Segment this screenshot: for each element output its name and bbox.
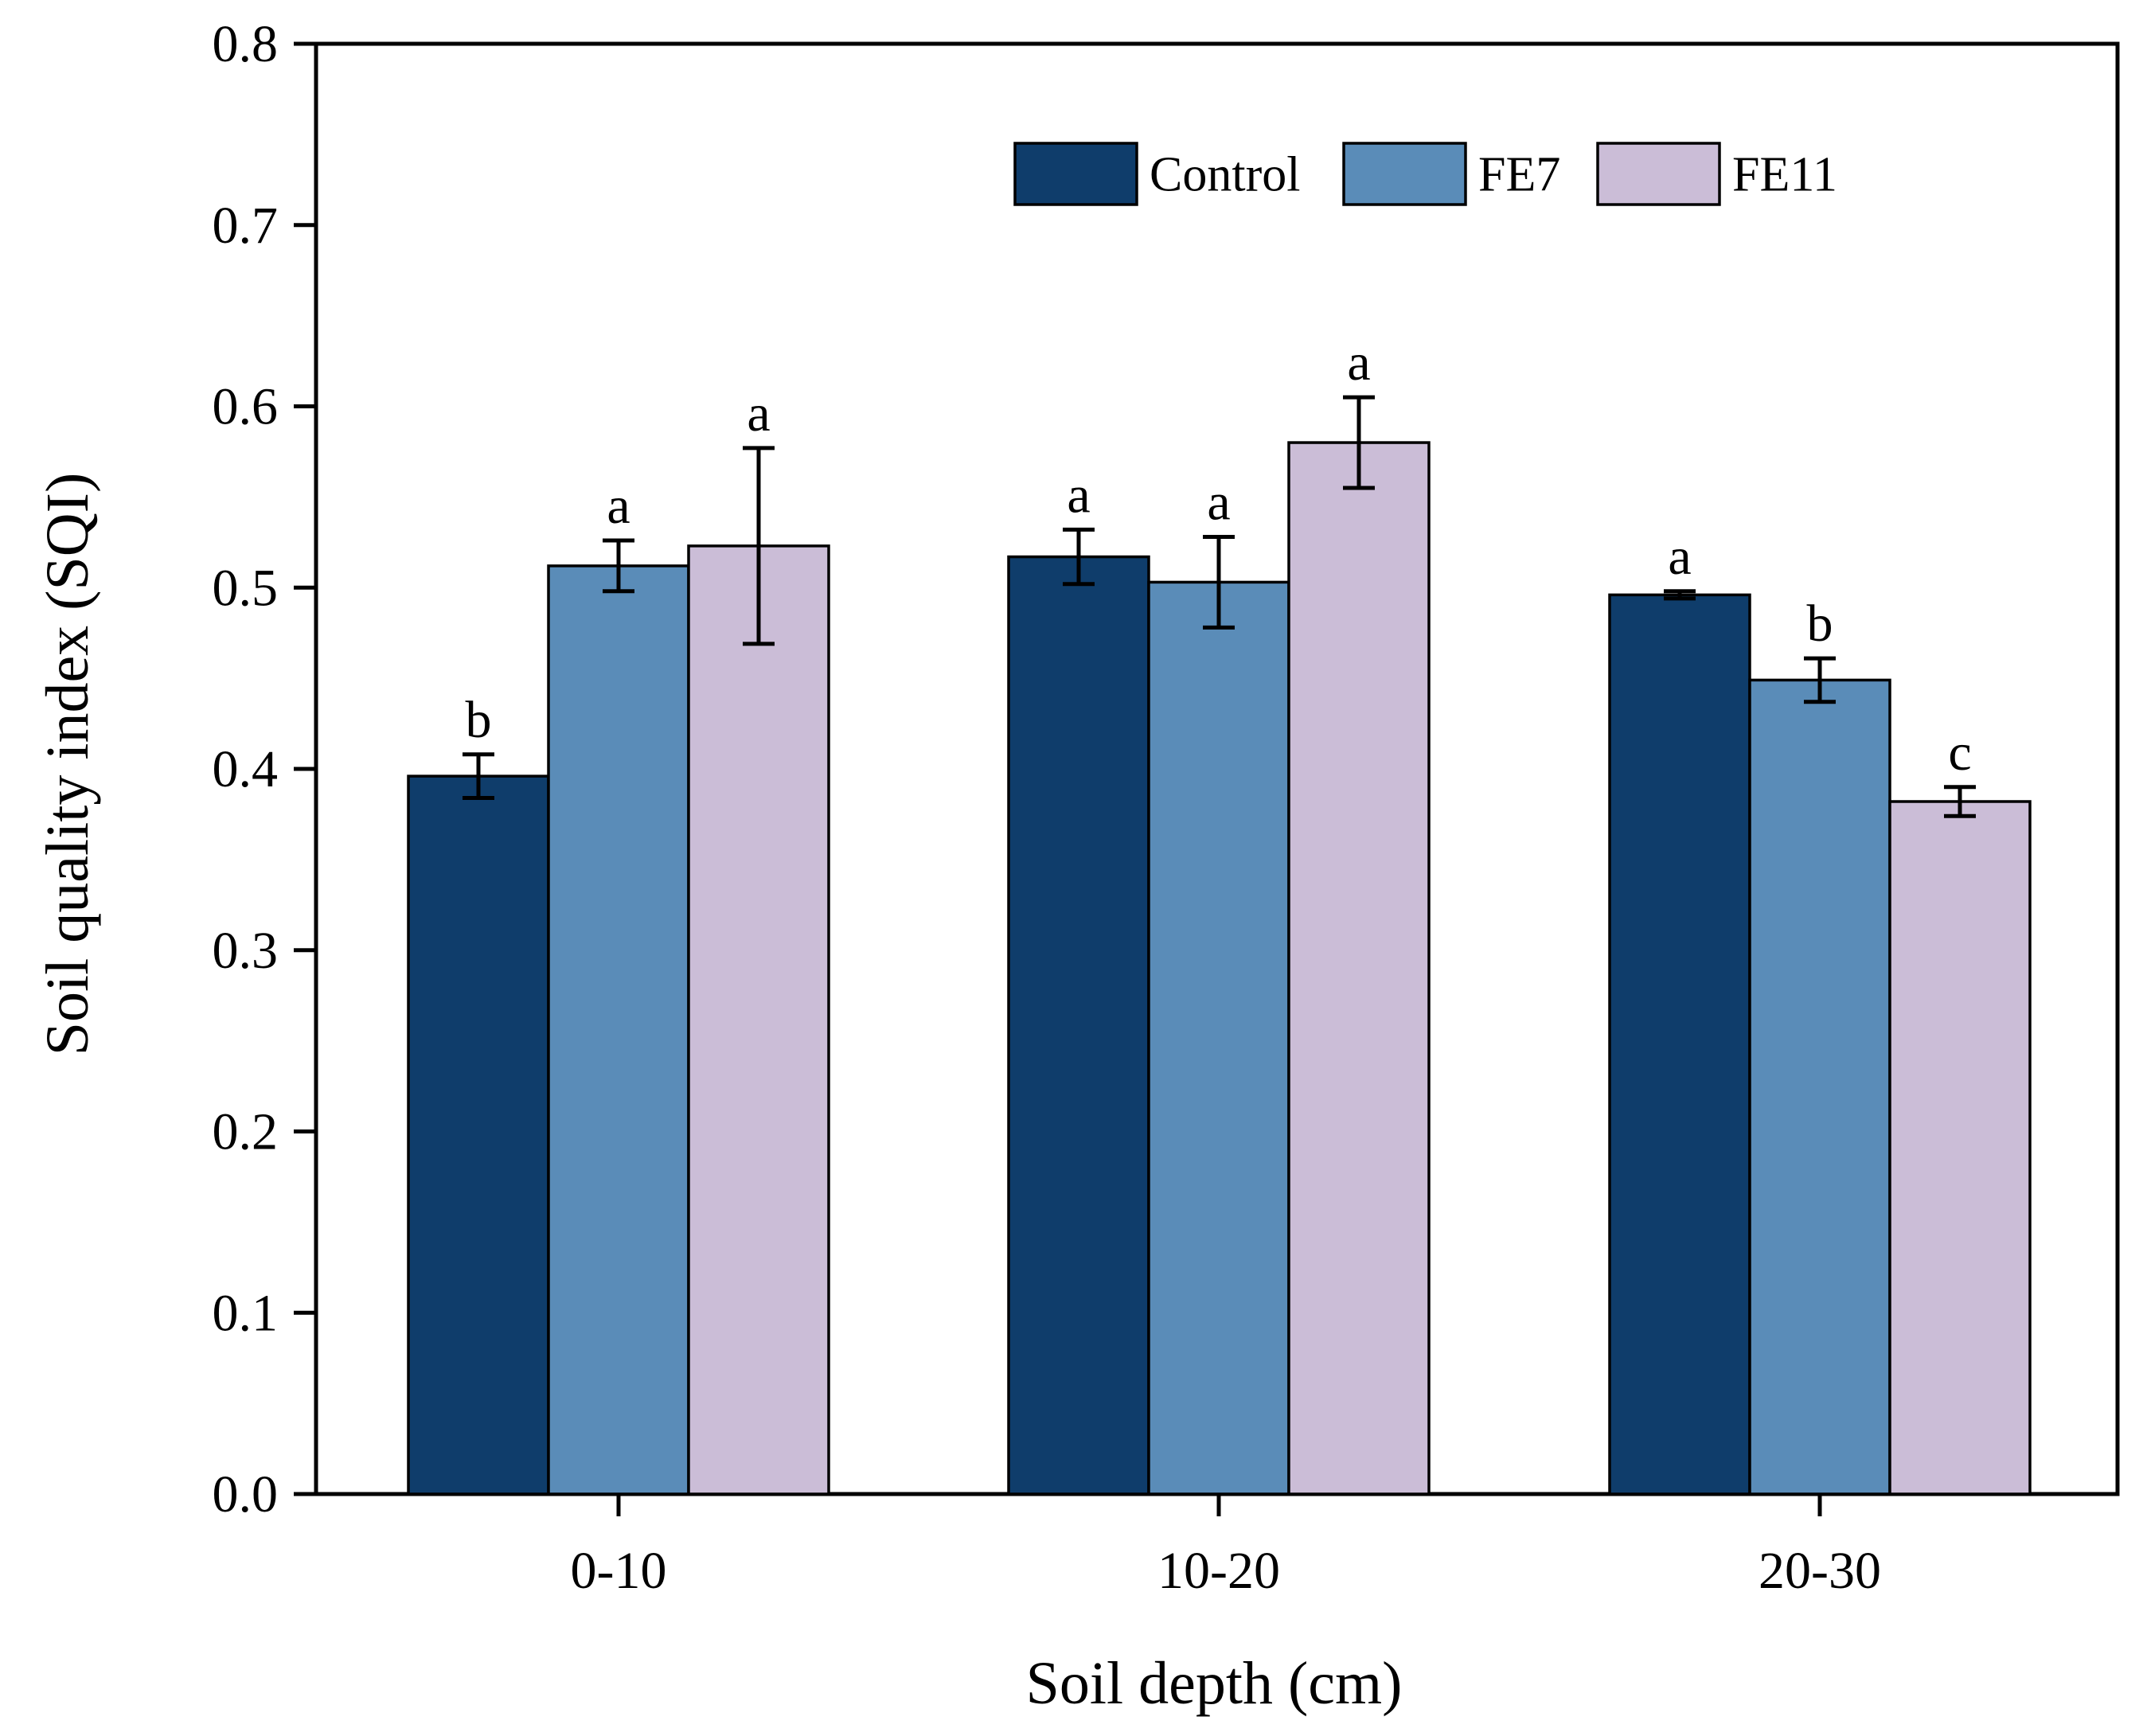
y-axis-title: Soil quality index (SQI) xyxy=(34,473,101,1056)
legend-swatch-fe7 xyxy=(1342,142,1467,206)
significance-letter: b xyxy=(466,691,492,749)
bar-fe7-20-30 xyxy=(1748,678,1891,1496)
y-tick-label: 0.5 xyxy=(213,559,279,617)
legend-label-fe11: FE11 xyxy=(1732,148,1837,202)
legend-label-fe7: FE7 xyxy=(1478,148,1560,202)
significance-letter: b xyxy=(1807,595,1833,653)
y-tick-label: 0.2 xyxy=(213,1103,279,1161)
x-tick-label: 20-30 xyxy=(1759,1542,1881,1600)
y-tick-label: 0.8 xyxy=(213,15,279,73)
significance-letter: a xyxy=(1207,473,1230,531)
significance-letter: c xyxy=(1948,724,1971,782)
significance-letter: a xyxy=(607,477,630,535)
bar-fe11-20-30 xyxy=(1888,800,2032,1496)
bar-fe11-0-10 xyxy=(687,544,830,1496)
significance-letter: a xyxy=(1347,334,1370,392)
bar-control-20-30 xyxy=(1608,593,1751,1496)
significance-letter: a xyxy=(1668,528,1691,586)
x-axis-title: Soil depth (cm) xyxy=(1026,1650,1403,1717)
y-tick-label: 0.0 xyxy=(213,1465,279,1523)
y-tick-label: 0.3 xyxy=(213,922,279,980)
legend: Control FE7 FE11 xyxy=(1013,142,1837,206)
significance-letter: a xyxy=(1067,466,1090,524)
x-tick-label: 10-20 xyxy=(1157,1542,1280,1600)
bar-fe11-10-20 xyxy=(1287,441,1431,1496)
x-tick-label: 0-10 xyxy=(571,1542,667,1600)
y-tick-label: 0.4 xyxy=(213,740,279,798)
legend-swatch-fe11 xyxy=(1596,142,1721,206)
significance-letter: a xyxy=(747,384,770,443)
significance-labels: b a a a a b a a c xyxy=(466,334,1972,782)
legend-label-control: Control xyxy=(1150,148,1300,202)
bar-control-0-10 xyxy=(407,774,550,1496)
y-tick-label: 0.1 xyxy=(213,1284,279,1342)
bar-control-10-20 xyxy=(1007,555,1150,1496)
errorbars-layer xyxy=(463,395,1976,818)
bar-fe7-10-20 xyxy=(1147,580,1290,1496)
bar-fe7-0-10 xyxy=(547,564,690,1496)
y-tick-label: 0.7 xyxy=(213,197,279,255)
legend-swatch-control xyxy=(1013,142,1138,206)
y-tick-label: 0.6 xyxy=(213,378,279,436)
axes-layer: 0.0 0.1 0.2 0.3 0.4 0.5 0.6 0.7 0.8 0-10 10-20 20-3… xyxy=(213,15,1881,1600)
